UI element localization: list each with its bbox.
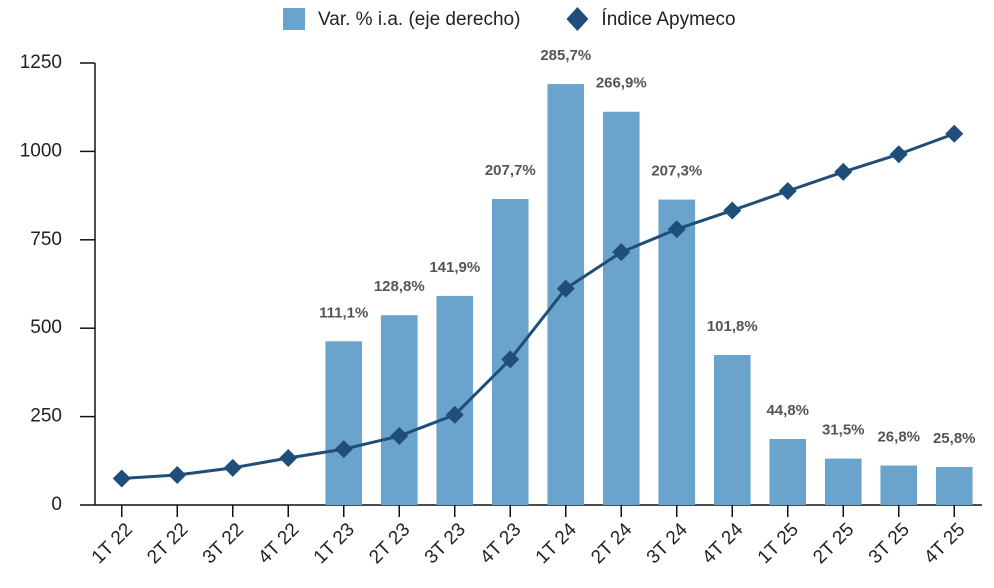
marker	[778, 182, 797, 201]
value-label: 111,1%	[319, 304, 368, 321]
bar	[824, 458, 862, 505]
value-label: 25,8%	[933, 430, 976, 447]
x-tick-label: 2T 24	[587, 519, 636, 568]
value-label: 207,3%	[651, 163, 702, 180]
bar	[658, 199, 696, 505]
marker	[834, 162, 853, 181]
bar	[935, 466, 973, 505]
value-label: 101,8%	[707, 318, 758, 335]
x-tick-label: 3T 25	[865, 519, 914, 568]
x-tick-label: 4T 23	[476, 519, 525, 568]
value-label: 44,8%	[766, 402, 809, 419]
x-tick-label: 4T 24	[698, 519, 747, 568]
line	[121, 132, 955, 480]
y-tick-label: 1000	[20, 140, 62, 161]
y-tick-label: 750	[30, 229, 62, 250]
x-tick-label: 2T 23	[365, 519, 414, 568]
bar	[713, 355, 751, 505]
value-label: 26,8%	[877, 428, 920, 445]
bar	[602, 111, 640, 505]
x-tick-label: 4T 25	[920, 519, 969, 568]
bar	[880, 465, 918, 505]
value-label: 285,7%	[540, 47, 591, 64]
x-tick-label: 4T 22	[254, 519, 303, 568]
marker	[612, 243, 631, 262]
x-tick-label: 1T 22	[88, 519, 137, 568]
marker	[667, 220, 686, 239]
x-tick-label: 3T 22	[199, 519, 248, 568]
legend-label: Índice Apymeco	[601, 9, 735, 30]
value-label: 31,5%	[822, 422, 865, 439]
marker	[945, 124, 964, 143]
marker	[223, 458, 242, 477]
legend-swatch	[566, 7, 589, 31]
y-tick-label: 250	[30, 406, 62, 427]
marker	[445, 405, 464, 424]
marker	[889, 145, 908, 164]
x-tick-label: 1T 23	[310, 519, 359, 568]
x-tick-label: 2T 22	[143, 519, 192, 568]
value-label: 207,7%	[485, 162, 536, 179]
x-tick-label: 3T 24	[643, 519, 692, 568]
y-tick-label: 500	[30, 317, 62, 338]
bar	[325, 341, 363, 505]
marker	[556, 279, 575, 298]
value-label: 128,8%	[374, 278, 425, 295]
legend-swatch	[283, 8, 305, 30]
marker	[279, 448, 298, 467]
marker	[501, 350, 520, 369]
marker	[334, 440, 353, 459]
marker	[168, 465, 187, 484]
y-tick-label: 0	[51, 494, 62, 515]
value-label: 141,9%	[429, 259, 480, 276]
bar	[769, 438, 807, 505]
bar	[436, 295, 474, 505]
marker	[723, 201, 742, 220]
marker	[390, 427, 409, 446]
y-tick-label: 1250	[20, 52, 62, 73]
bar	[380, 315, 418, 505]
legend-label: Var. % i.a. (eje derecho)	[318, 9, 520, 30]
x-tick-label: 3T 23	[421, 519, 470, 568]
x-tick-label: 1T 25	[754, 519, 803, 568]
value-label: 266,9%	[596, 75, 647, 92]
marker	[112, 469, 131, 488]
x-tick-label: 1T 24	[532, 519, 581, 568]
x-tick-label: 2T 25	[809, 519, 858, 568]
